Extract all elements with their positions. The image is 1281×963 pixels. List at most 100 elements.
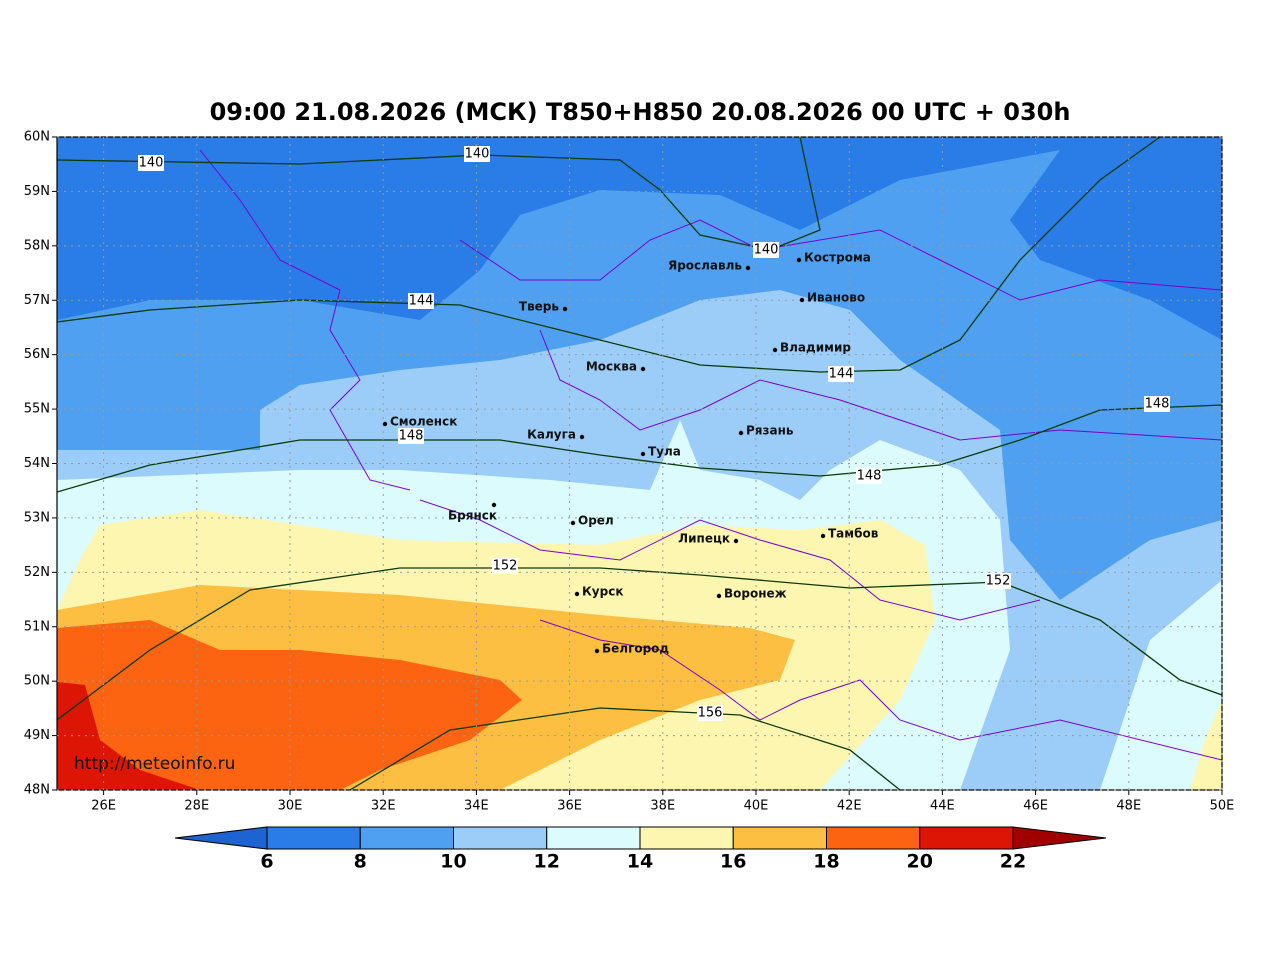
colorbar-label: 18 [813,851,839,873]
city-label: Владимир [780,341,851,355]
city-dot [491,502,497,508]
city-dot [716,593,722,599]
colorbar-label: 8 [354,851,367,873]
city-dot [772,347,778,353]
colorbar-segment [453,826,548,850]
isohypse-label: 140 [465,147,490,162]
city-label: Брянск [448,509,497,523]
colorbar-label: 10 [440,851,466,873]
lon-label: 50E [1210,799,1235,814]
city-dot [745,265,751,271]
lon-label: 32E [371,799,396,814]
lat-label: 58N [24,238,50,253]
colorbar-segment [359,826,454,850]
isohypse-label: 148 [399,429,424,444]
city-label: Курск [582,585,623,599]
band-14-16-east [1190,700,1222,790]
city-dot [640,451,646,457]
city-label: Калуга [527,428,576,442]
isohypse-label: 140 [754,243,779,258]
lon-label: 34E [464,799,489,814]
city-label: Тверь [519,300,560,314]
city-label: Липецк [678,532,730,546]
lat-label: 60N [24,130,50,145]
lon-label: 36E [557,799,582,814]
isohypse-label-bg [408,293,434,309]
city-dot [733,538,739,544]
lon-label: 48E [1116,799,1141,814]
city-dot [562,306,568,312]
city-dot [594,648,600,654]
isohypse-label-bg [492,558,518,574]
lon-label: 26E [91,799,116,814]
colorbar-label: 16 [720,851,746,873]
lon-label: 28E [184,799,209,814]
colorbar-segment [732,826,827,850]
city-label: Ярославль [668,259,742,273]
isohypse-label-bg [1144,396,1170,412]
city-label: Кострома [804,251,871,265]
isohypse-label: 144 [409,294,434,309]
city-label: Орел [578,514,614,528]
watermark: http://meteoinfo.ru [74,754,235,774]
isohypse-label-bg [398,428,424,444]
colorbar-segment [826,826,921,850]
city-dot [640,366,646,372]
lat-label: 55N [24,402,50,417]
city-label: Воронеж [724,587,787,601]
city-label: Смоленск [390,415,457,429]
lat-label: 49N [24,728,50,743]
band-20-22 [57,682,200,790]
colorbar-segment [919,826,1014,850]
isohypse-label-bg [753,242,779,258]
isohypses [57,137,1222,790]
colorbar-segment [266,826,361,850]
lat-label: 57N [24,293,50,308]
band-6-8 [57,137,1222,340]
isohypse-label: 156 [698,706,723,721]
isohypse-label: 148 [857,469,882,484]
city-label: Тула [648,445,681,459]
lat-label: 53N [24,510,50,525]
lon-label: 42E [837,799,862,814]
isohypse-label-bg [697,705,723,721]
lon-label: 38E [650,799,675,814]
city-dot [738,430,744,436]
city-dot [574,591,580,597]
title: 09:00 21.08.2026 (МСК) T850+H850 20.08.2… [210,98,1071,126]
city-dot [579,434,585,440]
city-dot [570,520,576,526]
colorbar-over [1012,826,1107,850]
isohypse-label: 144 [829,367,854,382]
city-dot [796,257,802,263]
lat-label: 50N [24,674,50,689]
isohypse-label: 148 [1145,397,1170,412]
colorbar-label: 14 [627,851,653,873]
city-label: Иваново [807,291,865,305]
colorbar-label: 20 [907,851,933,873]
isohypse-label: 140 [139,156,164,171]
lat-label: 52N [24,565,50,580]
city-dot [820,533,826,539]
city-label: Тамбов [828,527,879,541]
colorbar-label: 6 [260,851,273,873]
city-label: Рязань [746,424,794,438]
isohypse-label: 152 [986,574,1011,589]
lat-label: 54N [24,456,50,471]
colorbar-label: 12 [534,851,560,873]
colorbar-label: 22 [1000,851,1026,873]
city-label: Москва [586,360,637,374]
city-label: Белгород [602,642,669,656]
city-dot [799,297,805,303]
lon-label: 40E [744,799,769,814]
colorbar-segment [639,826,734,850]
lat-label: 56N [24,347,50,362]
lat-label: 59N [24,184,50,199]
lon-label: 30E [278,799,303,814]
lon-label: 44E [930,799,955,814]
isohypse-label-bg [985,573,1011,589]
isohypse-label-bg [138,155,164,171]
colorbar-under [174,826,268,850]
lat-label: 48N [24,783,50,798]
